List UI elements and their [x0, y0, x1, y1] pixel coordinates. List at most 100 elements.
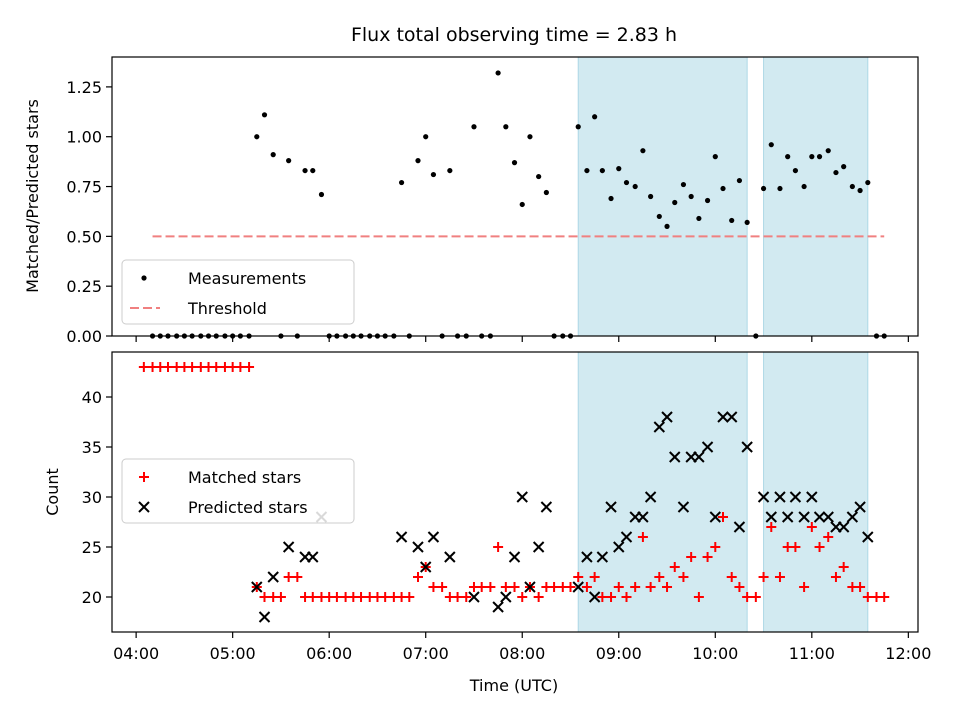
bottom-matched-point	[581, 582, 592, 592]
top-measurement-point	[310, 167, 316, 174]
bottom-matched-point	[412, 572, 423, 582]
top-measurement-point	[415, 158, 421, 164]
bottom-matched-point	[476, 582, 487, 592]
top-measurement-point	[736, 177, 743, 184]
bottom-predicted-point	[282, 541, 295, 553]
top-series-0	[149, 70, 887, 339]
bottom-matched-point	[613, 582, 624, 592]
x-b	[837, 521, 850, 533]
top-axes-frame	[111, 56, 919, 337]
bottom-predicted-point	[644, 491, 657, 503]
x-b	[532, 541, 545, 553]
bottom-matched-point	[589, 572, 600, 582]
bottom-matched-point	[766, 522, 777, 532]
bottom-matched-point	[437, 582, 448, 592]
x-b	[444, 551, 456, 563]
bottom-predicted-point	[717, 411, 729, 423]
bottom-matched-point	[637, 532, 648, 542]
chart-title: Flux total observing time = 2.83 h	[351, 24, 677, 46]
x-b	[765, 511, 777, 523]
x-b	[492, 601, 504, 613]
x-b	[806, 491, 818, 503]
top-measurement-point	[254, 134, 260, 140]
bottom-legend-box	[121, 458, 355, 524]
top-measurement-point	[656, 213, 662, 220]
x-b	[717, 411, 729, 423]
bottom-predicted-point	[540, 501, 553, 513]
bottom-predicted-point	[572, 581, 584, 593]
bottom-matched-point	[774, 572, 785, 582]
bottom-predicted-point	[444, 551, 456, 563]
top-measurement-point	[720, 185, 726, 192]
bottom-matched-point	[283, 572, 294, 582]
top-shaded-region-1	[763, 56, 869, 337]
top-measurement-point	[744, 219, 750, 226]
top-measurement-point	[704, 197, 711, 204]
top-shaded-region-0	[577, 56, 748, 337]
legend-measurement-swatch	[141, 275, 147, 281]
top-measurement-point	[536, 173, 542, 180]
top-measurement-point	[809, 154, 815, 160]
bottom-y-axis-label: Count	[43, 468, 62, 516]
bottom-predicted-point	[492, 601, 504, 613]
bottom-matched-point	[275, 592, 286, 602]
x-b	[395, 531, 408, 543]
x-b	[693, 451, 705, 463]
bottom-matched-point	[428, 582, 439, 592]
x-b	[741, 441, 753, 453]
bottom-matched-point	[621, 592, 632, 602]
bottom-predicted-point	[709, 511, 722, 523]
bottom-matched-point	[630, 582, 641, 592]
bottom-series-0	[138, 362, 890, 602]
x-b	[267, 571, 279, 583]
bottom-matched-point	[331, 592, 342, 602]
x-b	[138, 501, 150, 513]
bottom-matched-point	[461, 592, 472, 602]
bottom-predicted-point	[637, 511, 649, 523]
x-b	[258, 611, 271, 623]
x-b	[524, 581, 536, 593]
top-measurement-point	[495, 70, 501, 76]
x-b	[605, 501, 617, 513]
bottom-predicted-point	[837, 521, 850, 533]
bottom-predicted-point	[412, 541, 424, 553]
bottom-predicted-point	[701, 441, 714, 453]
bottom-matched-point	[404, 592, 415, 602]
top-measurement-point	[575, 124, 581, 130]
bottom-predicted-point	[661, 411, 673, 423]
x-b	[581, 551, 593, 563]
bottom-legend: Matched stars Predicted stars	[121, 458, 355, 524]
x-b	[822, 511, 834, 523]
x-axis-label: Time (UTC)	[469, 676, 558, 695]
top-legend-label: Threshold	[187, 299, 267, 318]
x-b	[420, 561, 432, 573]
bottom-predicted-point	[258, 611, 271, 623]
top-measurement-point	[849, 183, 855, 190]
x-b	[789, 491, 802, 503]
bottom-x-tick-label: 08:00	[499, 644, 545, 663]
bottom-predicted-point	[653, 421, 666, 433]
bottom-x-tick-label: 05:00	[210, 644, 256, 663]
bottom-matched-point	[693, 592, 704, 602]
bottom-matched-point	[734, 582, 745, 592]
bottom-matched-point	[678, 572, 689, 582]
bottom-predicted-point	[468, 591, 480, 603]
top-measurement-point	[672, 199, 678, 206]
bottom-matched-point	[742, 592, 753, 602]
bottom-predicted-point	[420, 561, 432, 573]
top-measurement-point	[261, 112, 268, 118]
top-y-tick-label: 0.00	[66, 327, 102, 346]
bottom-y-tick-label: 40	[82, 388, 102, 407]
top-measurement-point	[825, 148, 831, 154]
top-y-tick-label: 0.25	[66, 277, 102, 296]
bottom-matched-point	[138, 362, 149, 372]
bottom-y-tick-label: 35	[82, 438, 102, 457]
bottom-matched-point	[235, 362, 246, 372]
x-b	[282, 541, 295, 553]
top-measurement-point	[712, 154, 718, 160]
bottom-matched-point	[493, 542, 504, 552]
x-b	[709, 511, 722, 523]
legend-predicted-swatch	[138, 501, 150, 513]
bottom-matched-point	[259, 592, 270, 602]
top-legend: Measurements Threshold	[121, 259, 355, 325]
